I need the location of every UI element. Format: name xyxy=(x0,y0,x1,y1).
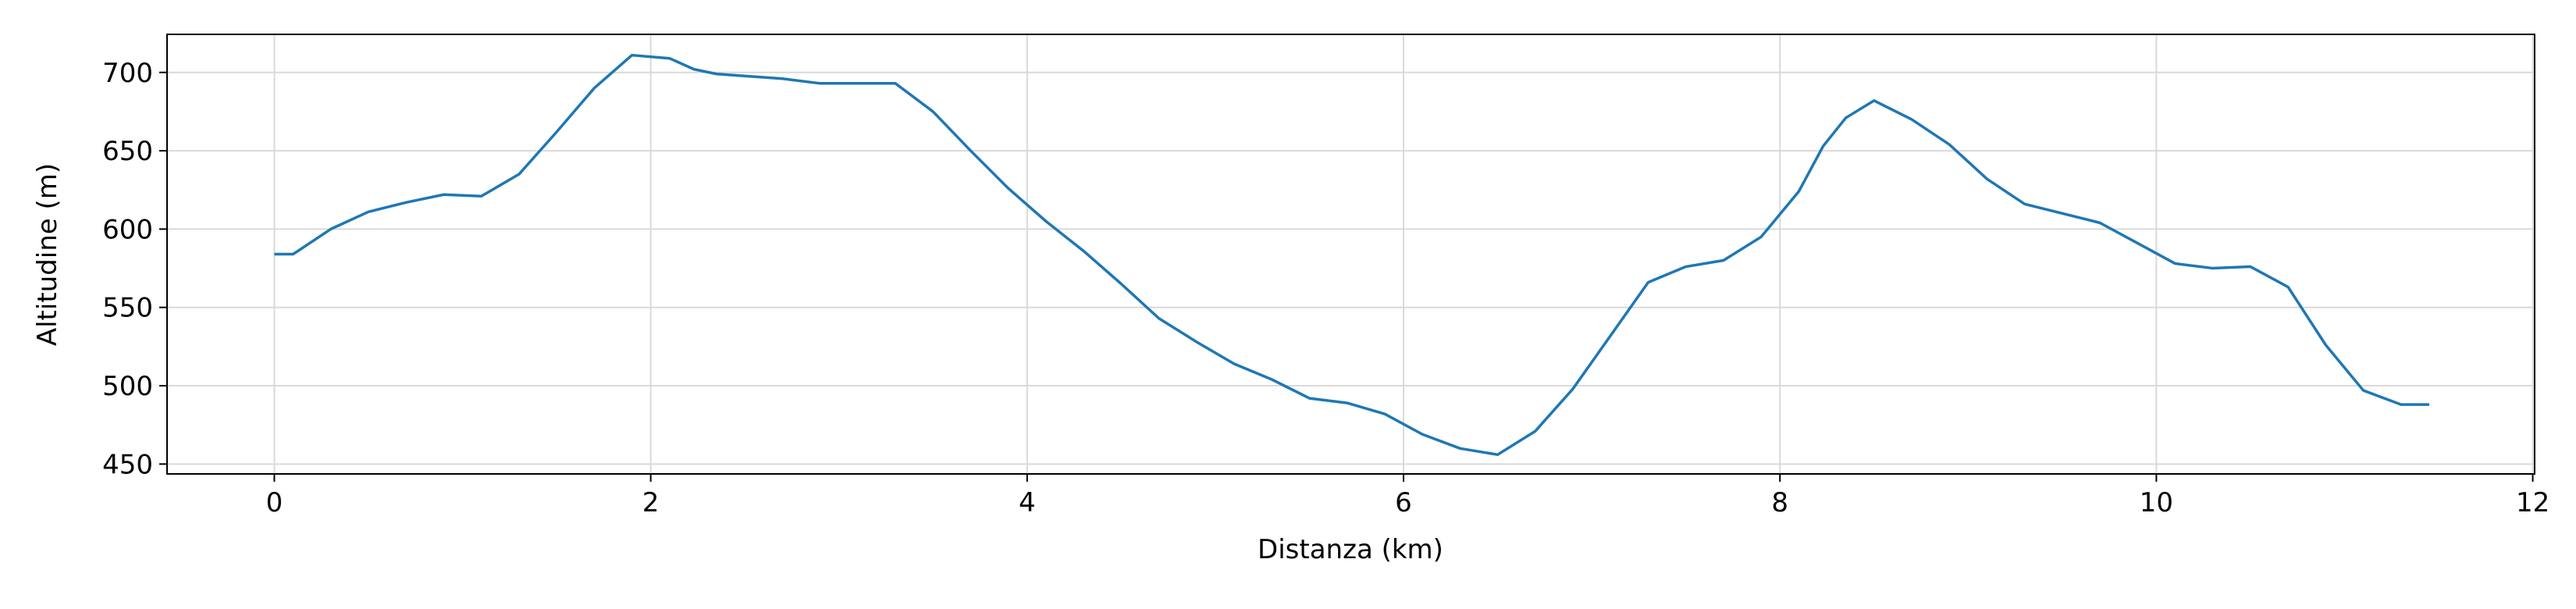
x-tick-label: 10 xyxy=(2140,487,2173,518)
y-tick-label: 500 xyxy=(102,371,153,402)
y-tick-label: 550 xyxy=(102,293,153,324)
x-tick-label: 8 xyxy=(1771,487,1788,518)
x-axis-label: Distanza (km) xyxy=(1258,534,1443,565)
x-tick-label: 0 xyxy=(266,487,283,518)
line xyxy=(274,53,2429,457)
y-tick-label: 650 xyxy=(102,136,153,167)
y-axis-label: Altitudine (m) xyxy=(32,163,63,346)
x-tick-label: 6 xyxy=(1395,487,1412,518)
x-tick-label: 12 xyxy=(2516,487,2549,518)
x-tick-label: 4 xyxy=(1019,487,1036,518)
y-tick-label: 700 xyxy=(102,58,153,89)
y-tick-label: 600 xyxy=(102,214,153,245)
plot-frame xyxy=(166,34,2535,475)
x-tick-label: 2 xyxy=(642,487,660,518)
y-tick-label: 450 xyxy=(102,449,153,480)
